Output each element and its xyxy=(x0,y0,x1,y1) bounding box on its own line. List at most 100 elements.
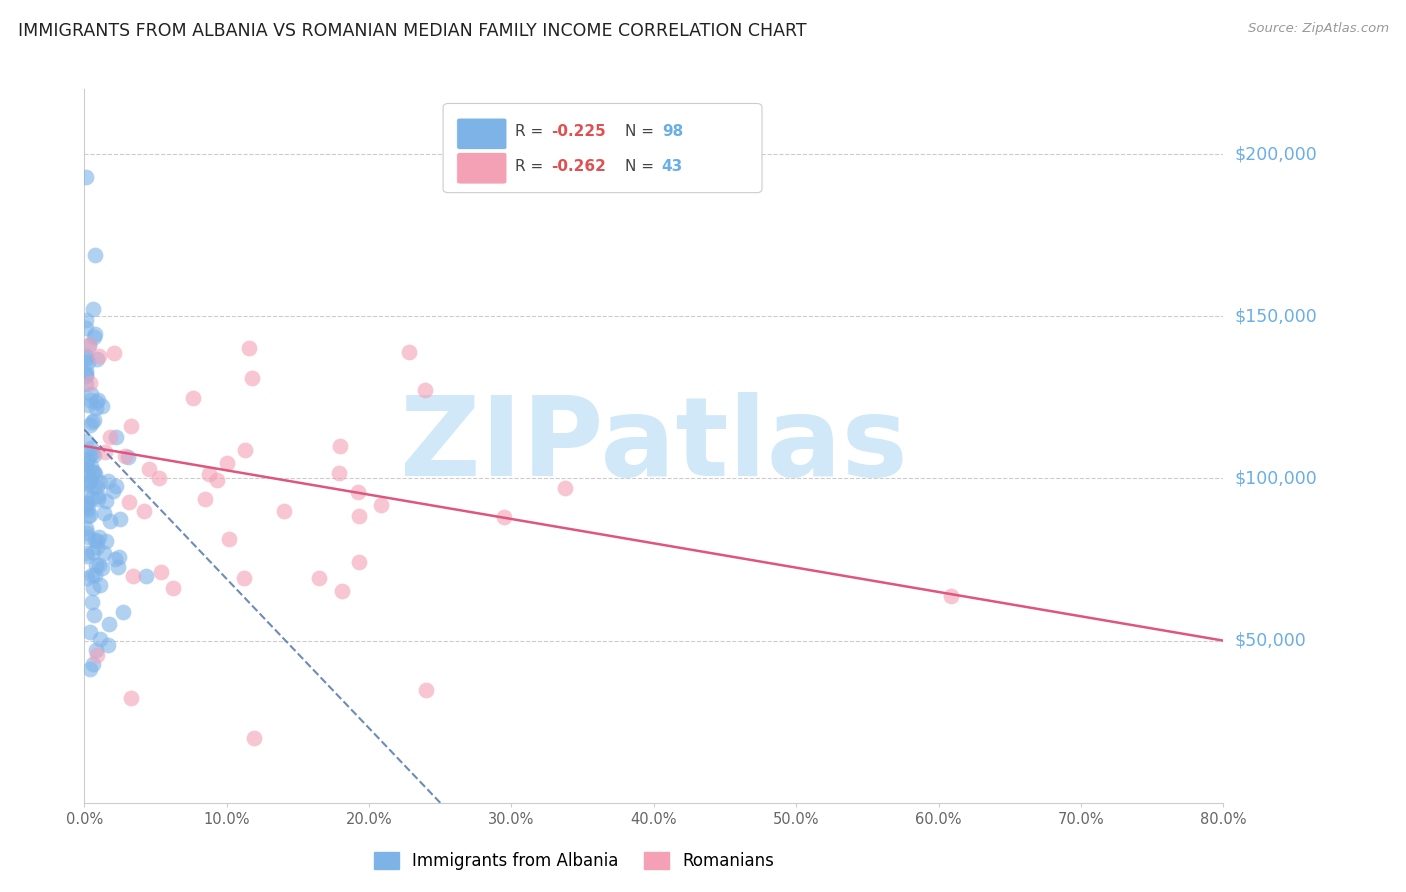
Point xyxy=(76,571,98,585)
Point xyxy=(162,581,184,595)
Point xyxy=(240,371,263,385)
Point xyxy=(111,605,134,619)
Point xyxy=(76,526,98,541)
Point xyxy=(114,449,136,463)
Point xyxy=(75,457,97,471)
Point xyxy=(75,351,97,366)
Point xyxy=(79,392,101,407)
Point xyxy=(330,584,353,599)
Point xyxy=(122,569,145,583)
Point xyxy=(197,467,219,482)
Point xyxy=(218,533,240,547)
Text: 98: 98 xyxy=(662,124,683,139)
Point xyxy=(205,473,228,487)
Point xyxy=(75,497,97,511)
Point xyxy=(98,430,121,444)
Point xyxy=(93,444,115,458)
Point xyxy=(75,521,97,535)
Point xyxy=(82,595,104,609)
Point xyxy=(77,502,100,516)
Point xyxy=(75,376,97,391)
Point xyxy=(79,508,101,523)
FancyBboxPatch shape xyxy=(443,103,762,193)
Point xyxy=(80,415,103,429)
Point xyxy=(75,321,97,335)
Point xyxy=(194,492,217,507)
Point xyxy=(86,648,108,662)
Point xyxy=(86,643,108,657)
Text: ZIPatlas: ZIPatlas xyxy=(399,392,908,500)
Text: Source: ZipAtlas.com: Source: ZipAtlas.com xyxy=(1249,22,1389,36)
Point xyxy=(134,504,156,518)
Text: R =: R = xyxy=(515,124,548,139)
Point xyxy=(494,509,516,524)
Point xyxy=(273,504,295,518)
Point xyxy=(83,329,105,343)
Text: 43: 43 xyxy=(662,159,683,174)
Point xyxy=(75,369,97,384)
Point xyxy=(89,530,111,544)
Point xyxy=(238,341,260,355)
Point xyxy=(87,349,110,363)
Point xyxy=(76,530,98,544)
Point xyxy=(97,475,120,489)
Point xyxy=(83,567,105,582)
Point xyxy=(84,467,107,482)
Point xyxy=(82,491,104,505)
Point xyxy=(101,483,124,498)
Point xyxy=(75,434,97,449)
Point xyxy=(217,456,239,470)
Text: IMMIGRANTS FROM ALBANIA VS ROMANIAN MEDIAN FAMILY INCOME CORRELATION CHART: IMMIGRANTS FROM ALBANIA VS ROMANIAN MEDI… xyxy=(18,22,807,40)
Point xyxy=(86,534,108,549)
Text: $100,000: $100,000 xyxy=(1234,469,1317,487)
Point xyxy=(94,533,117,548)
Point xyxy=(347,555,370,569)
Point xyxy=(91,399,114,413)
Point xyxy=(82,657,104,672)
Point xyxy=(79,625,101,640)
Point xyxy=(77,476,100,491)
Point xyxy=(103,345,125,359)
Legend: Immigrants from Albania, Romanians: Immigrants from Albania, Romanians xyxy=(367,845,780,877)
Point xyxy=(87,393,110,408)
Point xyxy=(75,546,97,560)
Point xyxy=(76,468,98,483)
Point xyxy=(98,617,121,632)
Point xyxy=(76,509,98,524)
Point xyxy=(83,413,105,427)
Point xyxy=(349,508,371,523)
Point xyxy=(83,466,105,480)
Point xyxy=(79,662,101,676)
Point xyxy=(398,344,420,359)
Point xyxy=(89,632,111,646)
Point xyxy=(76,549,98,563)
Point xyxy=(82,465,104,479)
Point xyxy=(79,387,101,401)
Point xyxy=(108,550,131,565)
Point xyxy=(83,607,105,622)
Point xyxy=(80,567,103,582)
Point xyxy=(83,480,105,494)
Point xyxy=(77,450,100,464)
Point xyxy=(232,570,254,584)
Point xyxy=(91,561,114,575)
Point xyxy=(89,475,111,489)
Point xyxy=(75,169,97,184)
Point xyxy=(77,338,100,352)
Point xyxy=(87,492,110,507)
Point xyxy=(415,682,437,697)
Point xyxy=(82,545,104,559)
Point xyxy=(97,638,120,652)
Point xyxy=(79,376,101,391)
Point xyxy=(148,471,170,485)
Point xyxy=(135,569,157,583)
Point xyxy=(82,301,104,316)
Point xyxy=(75,500,97,515)
Point xyxy=(77,355,100,369)
Point xyxy=(117,450,139,465)
Point xyxy=(86,352,108,367)
Point xyxy=(75,485,97,500)
Text: N =: N = xyxy=(626,159,659,174)
Point xyxy=(93,546,115,560)
Point xyxy=(80,446,103,460)
